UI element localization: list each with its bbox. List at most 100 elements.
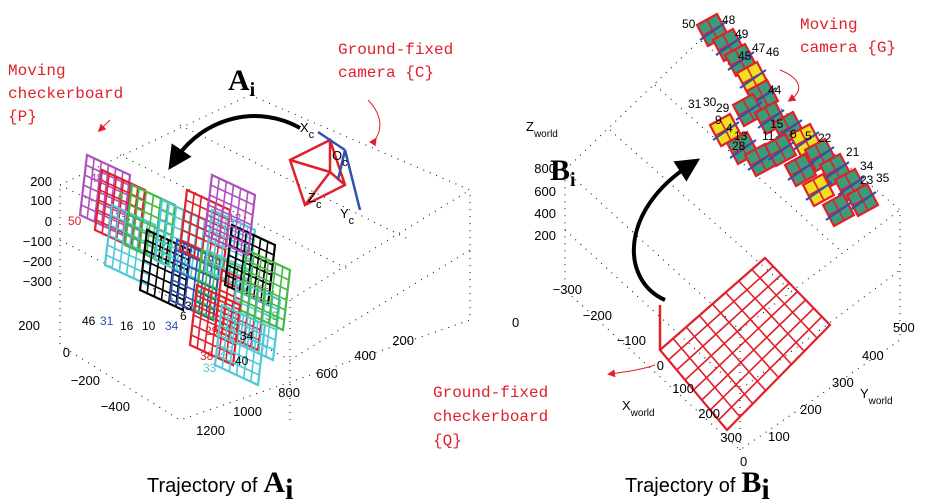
transform-symbol: Bi: [550, 154, 576, 191]
pose-label: 35: [876, 171, 890, 185]
x-tick-label: 0: [657, 358, 664, 373]
camera-label: camera {C}: [338, 64, 434, 82]
pose-label: 28: [732, 139, 746, 153]
moving-label: Moving: [8, 62, 66, 80]
y-axis-label: Yworld: [860, 386, 893, 407]
x-axis-label: Xworld: [622, 398, 655, 419]
z-tick-label: 100: [30, 193, 52, 208]
pose-label: 49: [735, 27, 749, 41]
caption-sub: i: [285, 473, 293, 504]
x-tick-label: −200: [583, 308, 612, 323]
x-tick-label: 1000: [233, 404, 262, 419]
transform-symbol-main: B: [550, 154, 570, 187]
transform-symbol: Ai: [228, 64, 256, 101]
caption-text: Trajectory of: [147, 475, 258, 497]
pose-label: 10: [142, 319, 156, 333]
camera-axis-label-sub: c: [342, 157, 348, 169]
pose-label: 23: [860, 173, 874, 187]
pose-label: 44: [768, 83, 782, 97]
transform-symbol-sub: i: [250, 79, 256, 101]
pose-label: 9: [715, 113, 722, 127]
board-label: {Q}: [433, 432, 462, 450]
x-tick-label: −100: [617, 333, 646, 348]
y-tick-label: 400: [862, 348, 884, 363]
pose-label: 6: [180, 309, 187, 323]
z-axis-label: Zworld: [526, 119, 558, 140]
pose-label: 33: [203, 361, 217, 375]
camera-axis-label-main: X: [300, 120, 309, 135]
board-label: Ground-fixed: [433, 384, 548, 402]
board-grid: [668, 266, 822, 420]
pose-label: 34: [860, 159, 874, 173]
x-tick-label: 200: [392, 333, 414, 348]
y-tick-label: 0: [63, 345, 70, 360]
camera-axis-label-sub: c: [309, 129, 315, 141]
x-tick-label: 1200: [196, 423, 225, 438]
z-tick-label: −200: [23, 254, 52, 269]
y-tick-label: −400: [101, 399, 130, 414]
x-tick-label: 100: [672, 381, 694, 396]
pose-label: 34: [165, 319, 179, 333]
board-label: checkerboard: [433, 408, 548, 426]
z-axis-label-main: Z: [526, 119, 534, 134]
y-axis-label-sub: world: [868, 396, 893, 407]
pose-label: 4: [726, 121, 733, 135]
pose-label: 12: [228, 211, 242, 225]
pose-label: 48: [722, 13, 736, 27]
x-axis-label-main: X: [622, 398, 631, 413]
caption: Trajectory ofAi: [147, 466, 293, 504]
pose-label: 46: [82, 314, 96, 328]
pose-label: 5: [805, 129, 812, 143]
pose-label: 11: [762, 129, 775, 143]
caption-symbol: B: [741, 466, 761, 499]
x-axis-label-sub: world: [630, 408, 655, 419]
pose-label: 31: [100, 314, 114, 328]
x-tick-label: 200: [698, 406, 720, 421]
moving-label: {P}: [8, 108, 37, 126]
moving-label: camera {G}: [800, 39, 896, 57]
pose-label: 50: [682, 17, 696, 31]
transform-symbol-main: A: [228, 64, 250, 97]
moving-label: Moving: [800, 16, 858, 34]
camera-axis-label: Yc: [340, 206, 355, 227]
z-tick-label: 200: [30, 174, 52, 189]
camera-axis-label-main: Z: [308, 190, 316, 205]
pose-label: 48: [90, 171, 104, 185]
pose-label: 30: [703, 95, 717, 109]
pose-label: 34: [240, 329, 254, 343]
camera-axis-label-main: Y: [340, 206, 349, 221]
x-tick-label: 300: [720, 430, 742, 445]
pose-label: 4: [117, 189, 124, 203]
pose-label: 45: [738, 49, 752, 63]
figure: 2001000−100−200−3002000−200−400120010008…: [0, 0, 934, 504]
y-axis-label-main: Y: [860, 386, 869, 401]
x-tick-label: 800: [278, 385, 300, 400]
pose-label: 47: [752, 41, 766, 55]
pose-label: 23: [220, 344, 234, 358]
moving-label: checkerboard: [8, 85, 123, 103]
pose-label: 46: [766, 45, 780, 59]
z-tick-label: −100: [23, 234, 52, 249]
camera-axis-label-sub: c: [349, 215, 355, 227]
x-tick-label: −300: [553, 282, 582, 297]
camera-axis-label: Xc: [300, 120, 315, 141]
y-tick-label: −200: [71, 373, 100, 388]
pose-label: 16: [120, 319, 134, 333]
pose-label: 31: [688, 97, 702, 111]
pose-label: 50: [68, 214, 82, 228]
y-tick-label: 200: [800, 402, 822, 417]
z-tick-label: −300: [23, 274, 52, 289]
transform-symbol-sub: i: [570, 169, 576, 191]
camera-label: Ground-fixed: [338, 41, 453, 59]
camera-axis-label: Zc: [308, 190, 322, 211]
caption-symbol: A: [263, 466, 285, 499]
x-tick-label: 400: [354, 348, 376, 363]
pose-label: 22: [818, 131, 832, 145]
x-tick-label: 600: [316, 366, 338, 381]
camera-axis-label-main: O: [332, 148, 342, 163]
z-tick-label: 0: [45, 214, 52, 229]
pose-label: 21: [846, 145, 860, 159]
pose-label: 29: [205, 324, 219, 338]
z-tick-label: 400: [534, 206, 556, 221]
